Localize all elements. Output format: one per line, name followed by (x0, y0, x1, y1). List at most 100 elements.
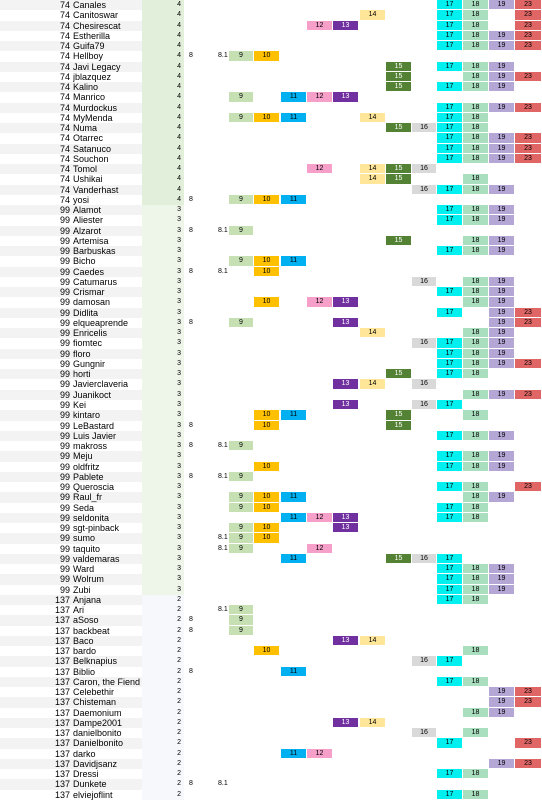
stage-cell: 9 (229, 502, 254, 513)
stage-cell: 13 (333, 635, 359, 647)
score: 3 (177, 380, 181, 388)
rank: 74 (59, 51, 70, 62)
stage-cell: 18 (463, 728, 489, 739)
row-band (0, 779, 142, 790)
stage-cell: 12 (307, 92, 333, 103)
stage-cell: 17 (437, 769, 463, 780)
score: 4 (177, 154, 181, 162)
stage-cell: 16 (412, 656, 437, 667)
stage-cell: 19 (489, 215, 515, 226)
player-name: Numa (73, 123, 98, 134)
score: 3 (177, 236, 181, 244)
stage-cell: 17 (437, 82, 463, 93)
stage-cell: 17 (437, 502, 463, 513)
row-band (0, 646, 142, 657)
score-band (142, 41, 184, 52)
score: 3 (177, 339, 181, 347)
score-band (142, 615, 184, 626)
player-name: bardo (73, 646, 97, 657)
stage-cell: 11 (281, 666, 307, 677)
score: 3 (177, 544, 181, 552)
stage-cell: 8.1 (218, 606, 228, 614)
stage-cell: 18 (463, 10, 489, 21)
stage-cell: 18 (463, 82, 489, 93)
stage-cell: 9 (229, 51, 254, 62)
stage-cell: 17 (437, 789, 463, 800)
stage-cell: 15 (386, 174, 412, 185)
player-name: Guifa79 (73, 41, 105, 52)
stage-cell: 23 (515, 102, 542, 113)
stage-cell: 18 (463, 205, 489, 216)
stage-cell: 17 (437, 451, 463, 462)
score: 4 (177, 11, 181, 19)
player-name: Enricelis (73, 328, 108, 339)
score: 3 (177, 226, 181, 234)
row-band (0, 51, 142, 62)
row-band (0, 338, 142, 349)
stage-cell: 8 (189, 226, 193, 234)
stage-cell: 18 (463, 389, 489, 400)
score-band (142, 584, 184, 595)
stage-cell: 8 (189, 318, 193, 326)
rank: 137 (54, 656, 70, 667)
stage-cell: 19 (489, 143, 515, 154)
score-band (142, 594, 184, 606)
rank: 137 (54, 697, 70, 708)
rank: 74 (59, 30, 70, 41)
player-name: Manrico (73, 92, 106, 103)
stage-cell: 8 (189, 442, 193, 450)
stage-cell: 17 (437, 123, 463, 134)
row-band (0, 656, 142, 667)
stage-cell: 19 (489, 348, 515, 359)
stage-cell: 13 (333, 523, 359, 534)
stage-cell: 11 (281, 553, 307, 565)
score: 4 (177, 31, 181, 39)
rank: 99 (59, 441, 70, 452)
stage-cell: 10 (254, 646, 280, 657)
score: 4 (177, 195, 181, 203)
player-name: Zubi (73, 584, 91, 595)
score: 3 (177, 359, 181, 367)
score-band (142, 553, 184, 565)
stage-cell: 18 (463, 646, 489, 657)
score-band (142, 246, 184, 257)
row-band (0, 758, 142, 770)
row-band (0, 92, 142, 103)
row-band (0, 635, 142, 647)
rank: 137 (54, 615, 70, 626)
score: 3 (177, 565, 181, 573)
player-name: MyMenda (73, 112, 113, 123)
score-band (142, 523, 184, 534)
score-band (142, 543, 184, 554)
score: 2 (177, 595, 181, 603)
score: 3 (177, 575, 181, 583)
score-band (142, 338, 184, 349)
score: 4 (177, 175, 181, 183)
stage-cell: 13 (333, 92, 359, 103)
stage-cell: 18 (463, 174, 489, 185)
row-band (0, 533, 142, 544)
stage-cell: 19 (489, 697, 515, 708)
score-band (142, 389, 184, 400)
score: 3 (177, 421, 181, 429)
stage-cell: 18 (463, 338, 489, 349)
row-band (0, 400, 142, 411)
score: 3 (177, 206, 181, 214)
stage-cell: 19 (489, 287, 515, 298)
row-band (0, 482, 142, 493)
stage-cell: 19 (489, 389, 515, 400)
score: 2 (177, 770, 181, 778)
player-name: Satanuco (73, 143, 112, 154)
score: 2 (177, 626, 181, 634)
score-band (142, 348, 184, 359)
player-name: LeBastard (73, 420, 115, 431)
row-band (0, 523, 142, 534)
score: 2 (177, 708, 181, 716)
stage-cell: 17 (437, 143, 463, 154)
stage-cell: 10 (254, 194, 280, 206)
stage-cell: 9 (229, 523, 254, 534)
rank: 137 (54, 666, 70, 677)
stage-cell: 16 (412, 400, 437, 411)
score-band (142, 400, 184, 411)
stage-cell: 11 (281, 194, 307, 206)
